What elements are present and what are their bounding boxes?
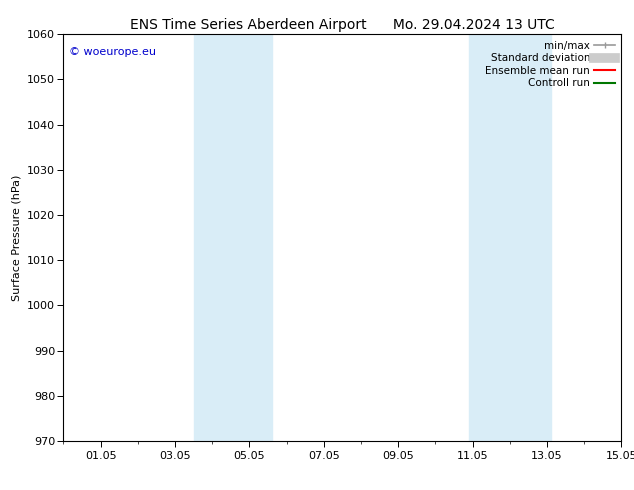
Bar [469, 34, 551, 441]
Y-axis label: Surface Pressure (hPa): Surface Pressure (hPa) [11, 174, 22, 301]
Legend: min/max, Standard deviation, Ensemble mean run, Controll run: min/max, Standard deviation, Ensemble me… [484, 40, 616, 89]
Text: © woeurope.eu: © woeurope.eu [69, 47, 156, 56]
Bar [193, 34, 272, 441]
Title: ENS Time Series Aberdeen Airport      Mo. 29.04.2024 13 UTC: ENS Time Series Aberdeen Airport Mo. 29.… [130, 18, 555, 32]
